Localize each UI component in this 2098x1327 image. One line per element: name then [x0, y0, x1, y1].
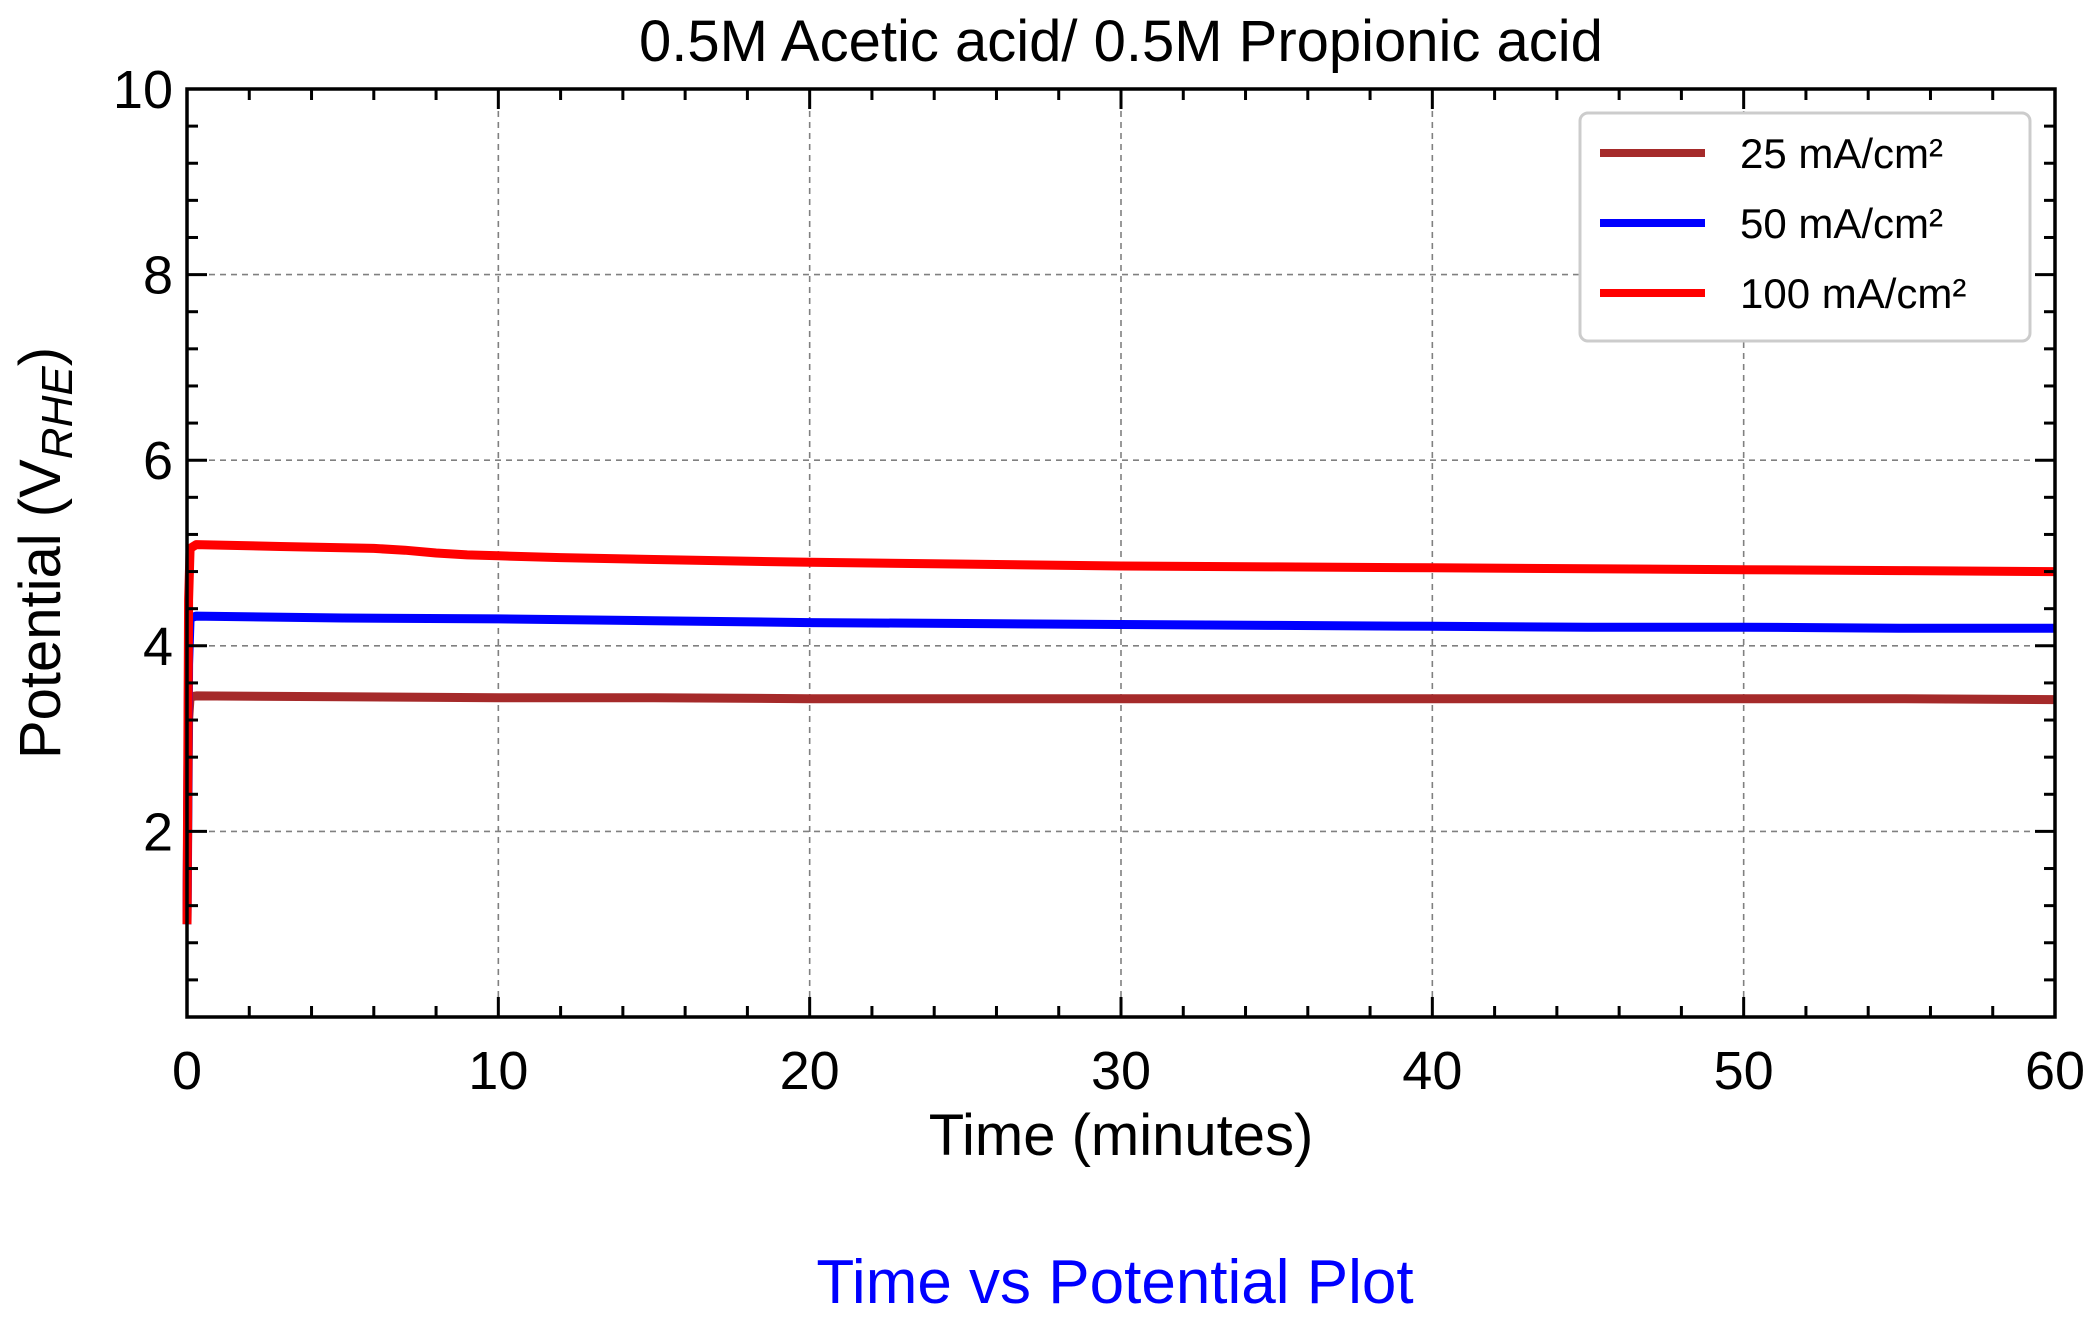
- figure-caption: Time vs Potential Plot: [816, 1248, 1413, 1317]
- y-axis-label-main: Potential (V: [8, 459, 73, 759]
- x-tick-label: 20: [780, 1041, 840, 1101]
- x-tick-label: 40: [1402, 1041, 1462, 1101]
- legend-items: 25 mA/cm² 50 mA/cm² 100 mA/cm²: [1600, 130, 1966, 317]
- y-tick-label: 10: [113, 60, 173, 120]
- y-axis-label: Potential (VRHE): [8, 347, 82, 759]
- chart-title: 0.5M Acetic acid/ 0.5M Propionic acid: [639, 9, 1603, 74]
- y-tick-label: 6: [143, 431, 173, 491]
- series-line-1: [182, 691, 2056, 925]
- series-lines: [182, 540, 2056, 925]
- legend-label-2: 50 mA/cm²: [1740, 200, 1943, 247]
- legend: 25 mA/cm² 50 mA/cm² 100 mA/cm²: [1578, 111, 2032, 343]
- x-tick-label: 0: [172, 1041, 202, 1101]
- series-line-3: [182, 540, 2056, 925]
- y-tick-label: 8: [143, 246, 173, 306]
- series-line-2: [182, 611, 2055, 925]
- legend-box: [1578, 111, 2032, 343]
- y-tick-label: 2: [143, 802, 173, 862]
- x-tick-label: 60: [2025, 1041, 2085, 1101]
- legend-label-3: 100 mA/cm²: [1740, 270, 1966, 317]
- axis-ticks: [185, 87, 2057, 1019]
- y-axis-label-close: ): [8, 347, 73, 366]
- x-axis-label: Time (minutes): [929, 1103, 1314, 1168]
- x-tick-label: 30: [1091, 1041, 1151, 1101]
- y-tick-label: 4: [143, 617, 173, 677]
- x-tick-label: 10: [468, 1041, 528, 1101]
- y-axis-label-subscript: RHE: [33, 366, 82, 460]
- grid: [187, 89, 2055, 1017]
- legend-label-1: 25 mA/cm²: [1740, 130, 1943, 177]
- x-tick-label: 50: [1714, 1041, 1774, 1101]
- tick-labels: 0 10 20 30 40 50 60 2 4 6 8 10: [113, 60, 2085, 1101]
